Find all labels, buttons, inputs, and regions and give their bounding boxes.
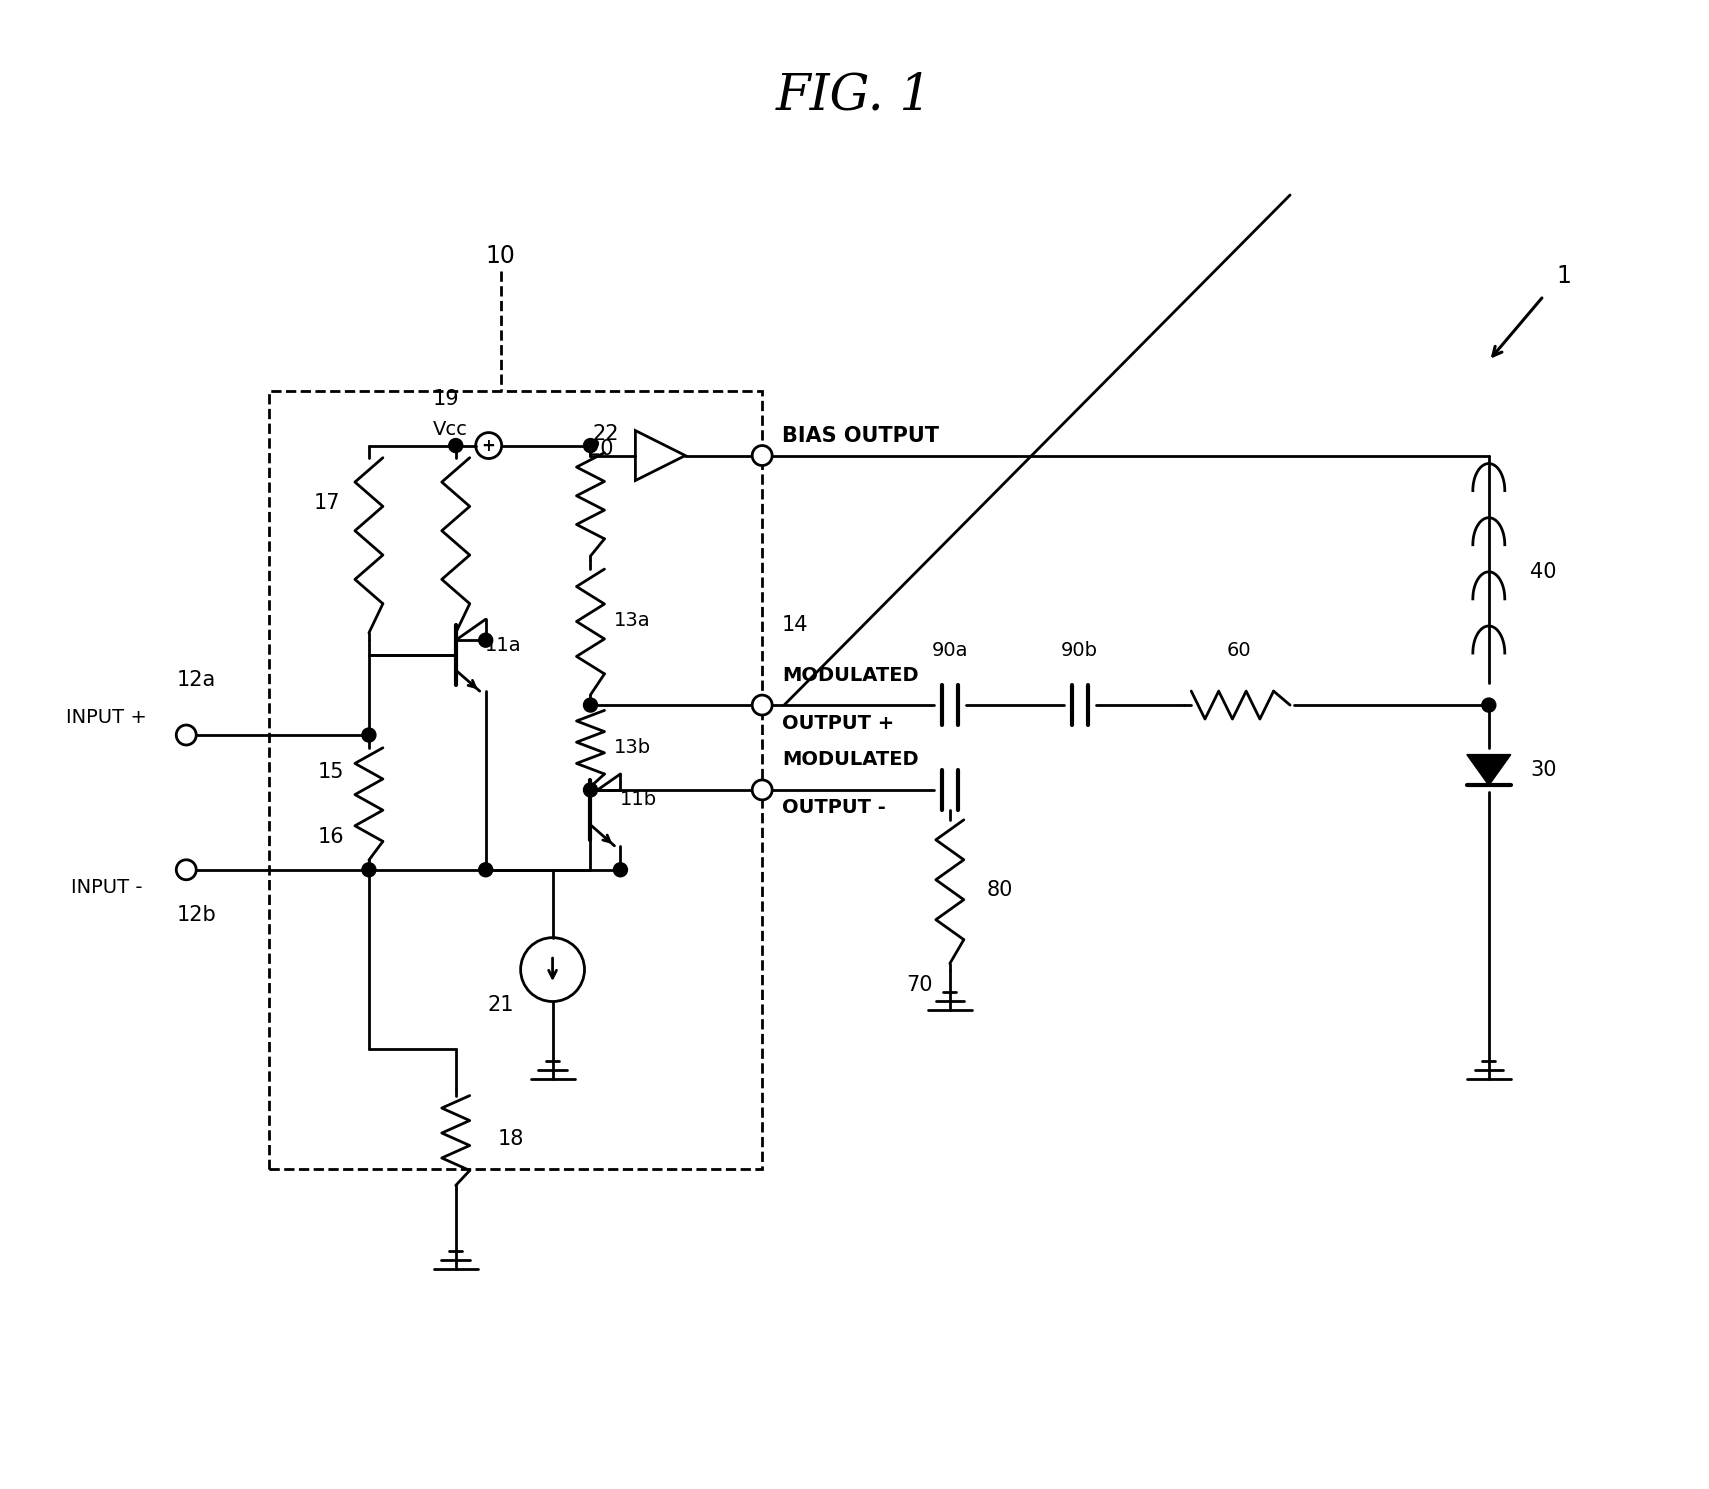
Circle shape: [614, 862, 627, 877]
Polygon shape: [1466, 755, 1511, 785]
Text: 40: 40: [1531, 563, 1557, 582]
Text: MODULATED: MODULATED: [783, 666, 919, 685]
Text: 1: 1: [1557, 264, 1571, 287]
Circle shape: [176, 725, 197, 744]
Text: 60: 60: [1227, 640, 1251, 660]
Text: 14: 14: [783, 615, 808, 636]
Circle shape: [362, 728, 376, 742]
Text: 13b: 13b: [614, 739, 651, 756]
Text: 90a: 90a: [931, 640, 967, 660]
Circle shape: [362, 862, 376, 877]
Text: INPUT -: INPUT -: [70, 879, 142, 898]
Text: 20: 20: [588, 439, 614, 459]
Circle shape: [479, 862, 492, 877]
Bar: [268, 390, 762, 1169]
Text: OUTPUT +: OUTPUT +: [783, 713, 894, 733]
Text: 21: 21: [487, 995, 514, 1014]
Text: BIAS OUTPUT: BIAS OUTPUT: [783, 426, 940, 445]
Text: 90b: 90b: [1061, 640, 1099, 660]
Circle shape: [176, 859, 197, 880]
Circle shape: [752, 780, 772, 800]
Text: 16: 16: [318, 828, 344, 847]
Text: 80: 80: [986, 880, 1013, 899]
Text: 12b: 12b: [176, 905, 215, 925]
Text: INPUT +: INPUT +: [67, 707, 147, 727]
Text: 11a: 11a: [485, 636, 521, 655]
Text: 17: 17: [314, 493, 340, 512]
Circle shape: [479, 633, 492, 648]
Circle shape: [583, 439, 598, 453]
Text: 11b: 11b: [620, 791, 656, 810]
Circle shape: [449, 439, 463, 453]
Text: 30: 30: [1531, 759, 1557, 780]
Text: 15: 15: [318, 762, 344, 782]
Circle shape: [752, 445, 772, 466]
Text: 22: 22: [593, 423, 619, 444]
Text: 70: 70: [907, 975, 933, 995]
Circle shape: [583, 698, 598, 712]
Circle shape: [1482, 698, 1495, 712]
Text: Vcc: Vcc: [434, 420, 468, 439]
Text: 10: 10: [485, 244, 516, 268]
Text: 12a: 12a: [176, 670, 215, 689]
Text: 18: 18: [497, 1129, 525, 1150]
Text: 13a: 13a: [614, 610, 651, 630]
Text: MODULATED: MODULATED: [783, 750, 919, 770]
Circle shape: [583, 783, 598, 797]
Circle shape: [752, 695, 772, 715]
Text: OUTPUT -: OUTPUT -: [783, 798, 885, 817]
Text: 19: 19: [432, 389, 460, 408]
Text: FIG. 1: FIG. 1: [776, 71, 931, 121]
Text: +: +: [482, 436, 496, 454]
